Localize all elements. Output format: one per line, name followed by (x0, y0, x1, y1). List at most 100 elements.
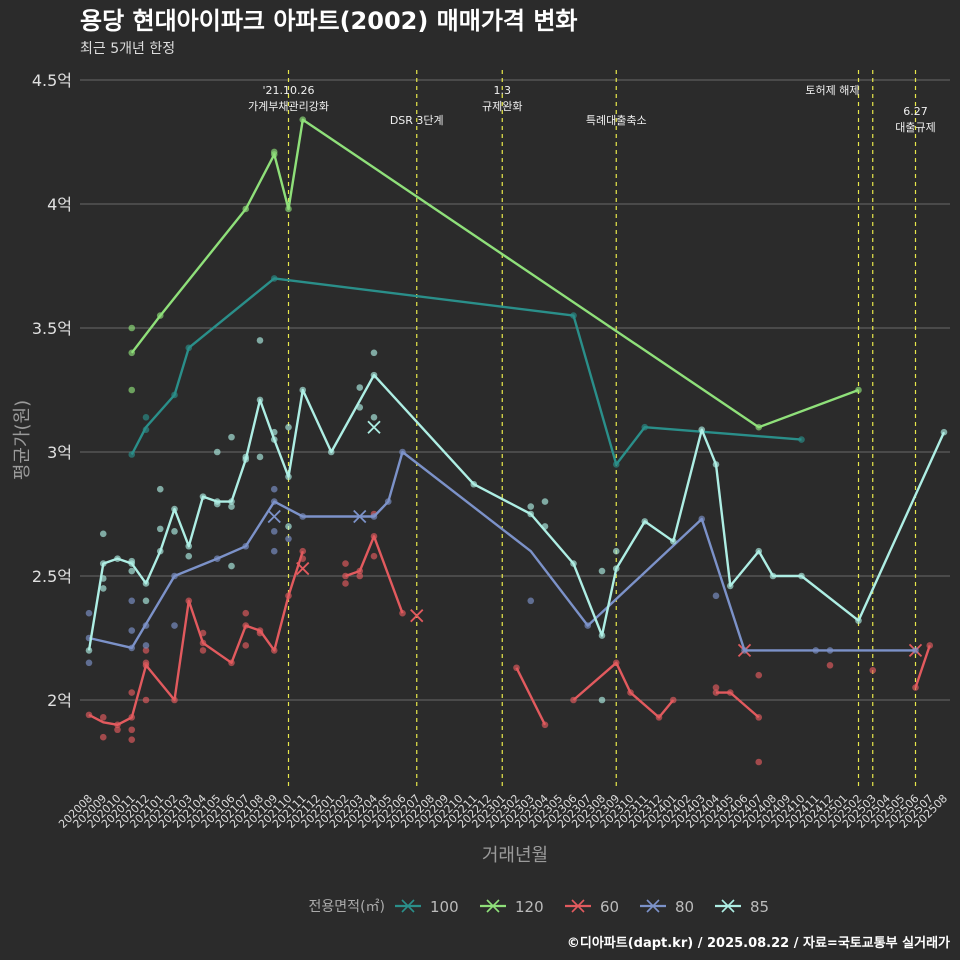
x-axis-ticks: 2020082020092020102020112020122021012021… (56, 792, 950, 831)
data-point (598, 696, 606, 704)
series-80 (85, 448, 919, 667)
data-point (142, 597, 150, 605)
event-label: 6.27 (903, 105, 928, 118)
data-point (128, 689, 136, 696)
event-label: '21.10.26 (262, 84, 314, 97)
data-point (242, 609, 250, 617)
legend-label: 120 (515, 898, 544, 916)
data-point (199, 647, 207, 654)
data-point (142, 642, 150, 649)
data-point (541, 498, 549, 505)
legend-label: 85 (750, 898, 769, 916)
data-point (185, 552, 193, 560)
legend-item-85: 85 (715, 898, 769, 916)
data-point (270, 485, 278, 493)
data-point (142, 413, 150, 421)
legend-item-100: 100 (395, 898, 459, 916)
legend-swatch-marker (646, 899, 660, 913)
y-tick-label: 4.5억 (32, 71, 72, 90)
chart-subtitle: 최근 5개년 한정 (80, 41, 175, 57)
data-point (99, 530, 107, 538)
series-line (130, 118, 859, 429)
legend-label: 100 (430, 898, 459, 916)
legend-item-120: 120 (480, 898, 544, 916)
event-label: 1.3 (494, 84, 512, 97)
data-point (128, 736, 136, 743)
data-point (128, 567, 136, 575)
data-point (99, 733, 107, 741)
data-point (370, 552, 378, 560)
data-point (598, 567, 606, 575)
data-point (285, 523, 292, 530)
data-point (370, 349, 378, 357)
data-point (128, 386, 136, 394)
data-point (99, 585, 107, 592)
data-point (755, 671, 763, 679)
series-line (716, 691, 760, 719)
data-point (142, 647, 150, 654)
data-point (356, 384, 364, 391)
data-point (228, 562, 235, 570)
data-point (285, 423, 292, 431)
legend-title: 전용면적(㎡) (309, 899, 385, 915)
data-point (527, 597, 535, 605)
data-point (213, 448, 221, 456)
series-line (88, 450, 916, 652)
event-label: 특례대출축소 (586, 114, 647, 127)
legend-swatch-marker (721, 899, 735, 913)
legend-label: 80 (675, 898, 694, 916)
data-point (527, 503, 535, 510)
cancel-marker (353, 509, 367, 524)
data-point (869, 666, 877, 674)
cancel-marker (296, 561, 310, 576)
series-line (515, 667, 547, 726)
series-120 (128, 116, 862, 431)
data-point (142, 659, 150, 667)
data-point (156, 485, 164, 493)
data-point (755, 758, 763, 766)
data-point (342, 560, 349, 567)
y-tick-label: 2.5억 (32, 567, 72, 586)
cancel-marker (410, 609, 424, 623)
event-label: 규제완화 (482, 100, 522, 113)
series-85 (85, 337, 948, 704)
series-line (914, 645, 931, 688)
data-point (128, 627, 136, 634)
y-tick-label: 2억 (47, 691, 72, 710)
legend: 전용면적(㎡) 100 120 60 80 85 (309, 898, 770, 916)
legend-item-80: 80 (640, 898, 694, 916)
y-axis-ticks: 2억 2.5억 3억 3.5억 4억 4.5억 (32, 71, 72, 710)
data-point (270, 148, 278, 156)
legend-swatch-marker (571, 899, 585, 913)
series-layer (85, 116, 948, 766)
y-axis-title: 평균가(원) (12, 400, 33, 480)
data-point (242, 642, 250, 649)
y-tick-label: 3억 (47, 443, 72, 462)
event-label: 토허제 해제 (805, 83, 859, 97)
data-point (798, 436, 805, 443)
series-line (88, 550, 304, 726)
series-line (87, 373, 946, 651)
data-point (171, 622, 178, 629)
data-point (142, 696, 150, 704)
data-point (114, 726, 121, 734)
data-point (128, 324, 136, 332)
footer-credit: ©디아파트(dapt.kr) / 2025.08.22 / 자료=국토교통부 실… (567, 935, 950, 951)
data-point (270, 547, 278, 555)
data-point (270, 528, 278, 535)
data-point (228, 433, 235, 441)
y-tick-label: 4억 (47, 195, 72, 214)
data-point (171, 528, 178, 535)
y-tick-label: 3.5억 (32, 319, 72, 338)
legend-swatch-marker (486, 899, 500, 913)
data-point (156, 525, 164, 533)
data-point (85, 659, 93, 667)
data-point (85, 609, 93, 617)
data-point (342, 580, 349, 587)
series-line (572, 661, 675, 719)
data-point (285, 535, 292, 543)
legend-label: 60 (600, 898, 619, 916)
x-axis-title: 거래년월 (482, 845, 548, 866)
